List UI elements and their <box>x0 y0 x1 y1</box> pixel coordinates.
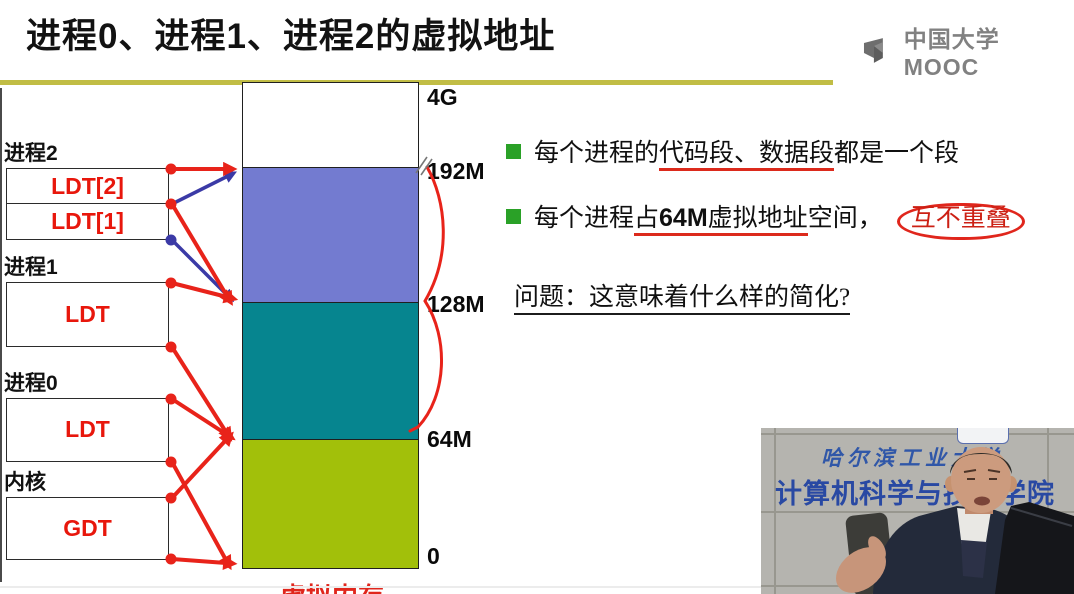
wall-tile-line <box>761 511 1074 513</box>
process1-label: 进程1 <box>4 256 58 279</box>
hand <box>836 547 886 593</box>
process0-label: 进程0 <box>4 372 58 395</box>
memory-segment-process2 <box>242 167 419 304</box>
axis-label-64m: 64M <box>427 426 472 452</box>
mooc-logo-text: 中国大学MOOC <box>903 26 1000 80</box>
question-line: 问题：这意味着什么样的简化? <box>514 277 851 315</box>
kernel-gdt-box: GDT <box>6 497 169 560</box>
red-underlined-phrase: 代码段、数据段 <box>659 140 835 171</box>
memory-segment-process0 <box>242 439 419 569</box>
wall-tile-line <box>761 433 1074 435</box>
monitor <box>995 502 1074 594</box>
axis-label-4g: 4G <box>427 84 458 110</box>
process2-ldt-box: LDT[2] LDT[1] <box>6 168 169 240</box>
slide-left-border <box>0 88 2 582</box>
green-bullet-icon <box>506 209 521 224</box>
player-bottom-strip <box>0 586 761 588</box>
ldt-row-process1: LDT <box>65 301 110 327</box>
axis-label-192m: 192M <box>427 158 485 184</box>
sweater <box>961 540 987 578</box>
kernel-label: 内核 <box>4 471 46 494</box>
memory-segment-process1 <box>242 302 419 441</box>
bullet-1-text: 每个进程的代码段、数据段都是一个段 <box>534 133 959 171</box>
lecturer-figure <box>836 447 1074 594</box>
bullet-1: 每个进程的代码段、数据段都是一个段 <box>506 133 959 171</box>
mooc-logo: 中国大学MOOC <box>862 20 1074 81</box>
ldt-row-process0: LDT <box>65 416 110 442</box>
university-emblem <box>957 428 1009 444</box>
blue-mapping-arrows <box>170 171 238 303</box>
red-mapping-arrows <box>170 161 239 571</box>
green-bullet-icon <box>506 144 521 159</box>
finger <box>868 536 886 560</box>
face <box>951 447 1011 513</box>
lecturer-video-thumbnail: 哈尔滨工业大学 计算机科学与技术学院 <box>761 428 1074 594</box>
ldt1-row: LDT[1] <box>51 208 124 234</box>
gdt-row: GDT <box>63 515 112 541</box>
process0-ldt-box: LDT <box>6 398 169 462</box>
wall-tile-line <box>774 428 776 594</box>
bullet-2-text: 每个进程占64M虚拟地址空间， 互不重叠 <box>534 198 1025 241</box>
bullet-2: 每个进程占64M虚拟地址空间， 互不重叠 <box>506 198 1025 241</box>
monitor-edge <box>1010 507 1073 527</box>
axis-label-0: 0 <box>427 543 440 569</box>
process2-label: 进程2 <box>4 142 58 165</box>
memory-map-caption: 虚拟内存 <box>280 577 384 594</box>
page-title: 进程0、进程1、进程2的虚拟地址 <box>26 17 556 56</box>
process1-ldt-box: LDT <box>6 282 169 347</box>
face-features <box>963 469 1001 480</box>
mooc-logo-icon <box>863 38 883 63</box>
red-circled-phrase: 互不重叠 <box>896 203 1025 241</box>
ldt2-row: LDT[2] <box>7 169 168 204</box>
mouth <box>974 496 990 506</box>
axis-label-128m: 128M <box>427 291 485 317</box>
memory-segment-free <box>242 82 419 169</box>
